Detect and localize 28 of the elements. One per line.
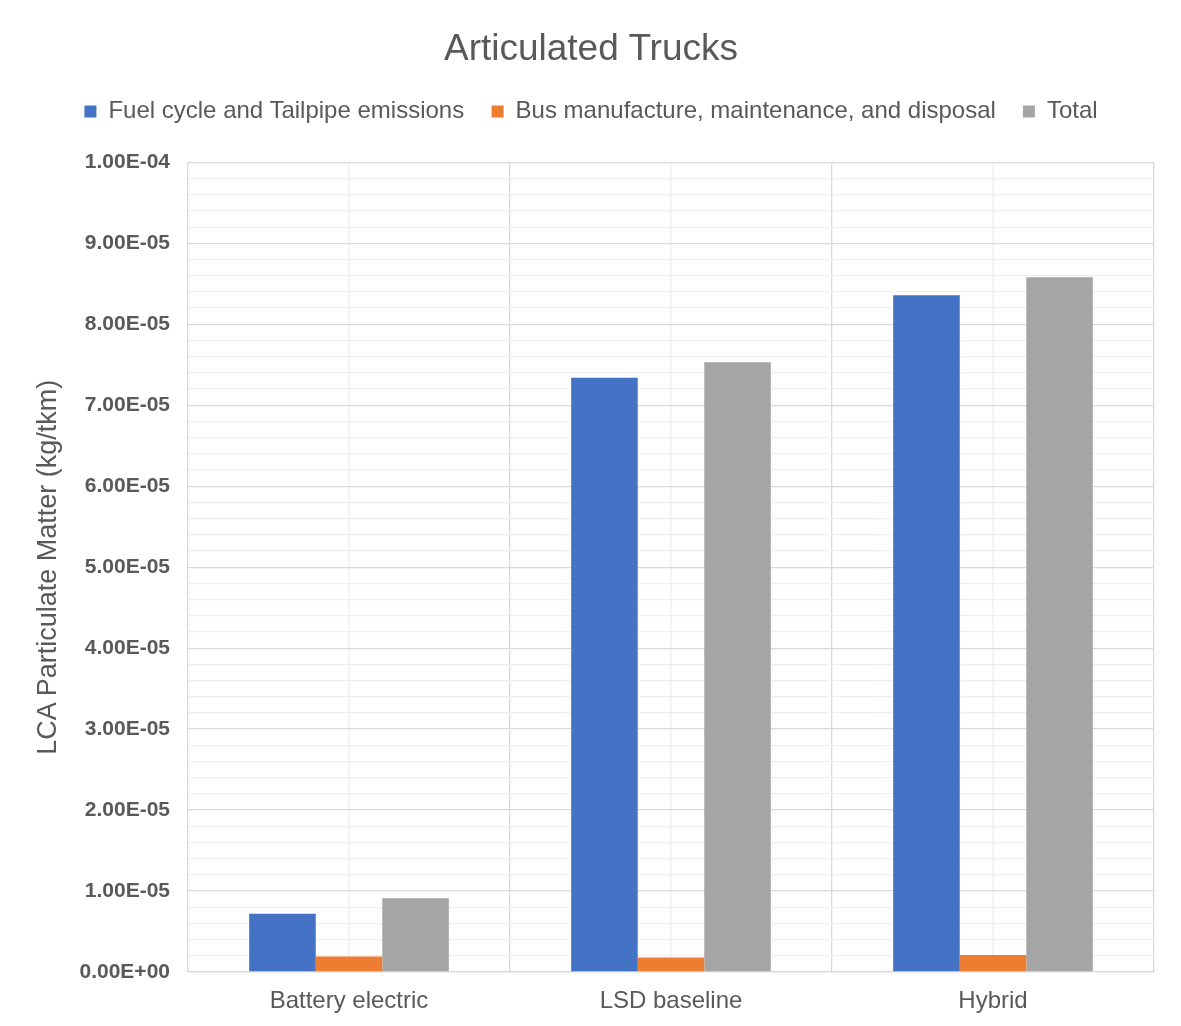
x-tick-label: Battery electric xyxy=(269,986,429,1014)
bar xyxy=(382,898,449,972)
y-tick-label: 0.00E+00 xyxy=(79,958,170,982)
y-tick-label: 1.00E-04 xyxy=(84,149,171,173)
bar xyxy=(571,377,638,972)
legend-label: Fuel cycle and Tailpipe emissions xyxy=(108,96,465,124)
y-tick-label: 1.00E-05 xyxy=(84,877,171,901)
y-tick-label: 4.00E-05 xyxy=(84,634,171,658)
bar xyxy=(893,295,960,972)
chart-title: Articulated Trucks xyxy=(443,27,739,69)
legend-label: Total xyxy=(1046,96,1098,124)
bar xyxy=(637,957,705,972)
y-tick-label: 6.00E-05 xyxy=(84,473,171,497)
x-tick-label: LSD baseline xyxy=(599,986,743,1014)
y-tick-label: 5.00E-05 xyxy=(84,554,171,577)
bar xyxy=(1026,277,1093,972)
bar xyxy=(704,362,771,972)
y-tick-label: 9.00E-05 xyxy=(84,230,171,254)
y-tick-label: 7.00E-05 xyxy=(84,392,171,416)
bar xyxy=(249,913,316,972)
y-axis-title: LCA Particulate Matter (kg/tkm) xyxy=(31,379,62,755)
bar xyxy=(959,955,1027,972)
legend-label: Bus manufacture, maintenance, and disposal xyxy=(515,96,996,124)
y-tick-label: 8.00E-05 xyxy=(84,311,171,335)
y-tick-label: 2.00E-05 xyxy=(84,796,171,820)
x-tick-label: Hybrid xyxy=(958,986,1028,1014)
y-tick-label: 3.00E-05 xyxy=(84,715,171,739)
bar xyxy=(315,956,383,972)
